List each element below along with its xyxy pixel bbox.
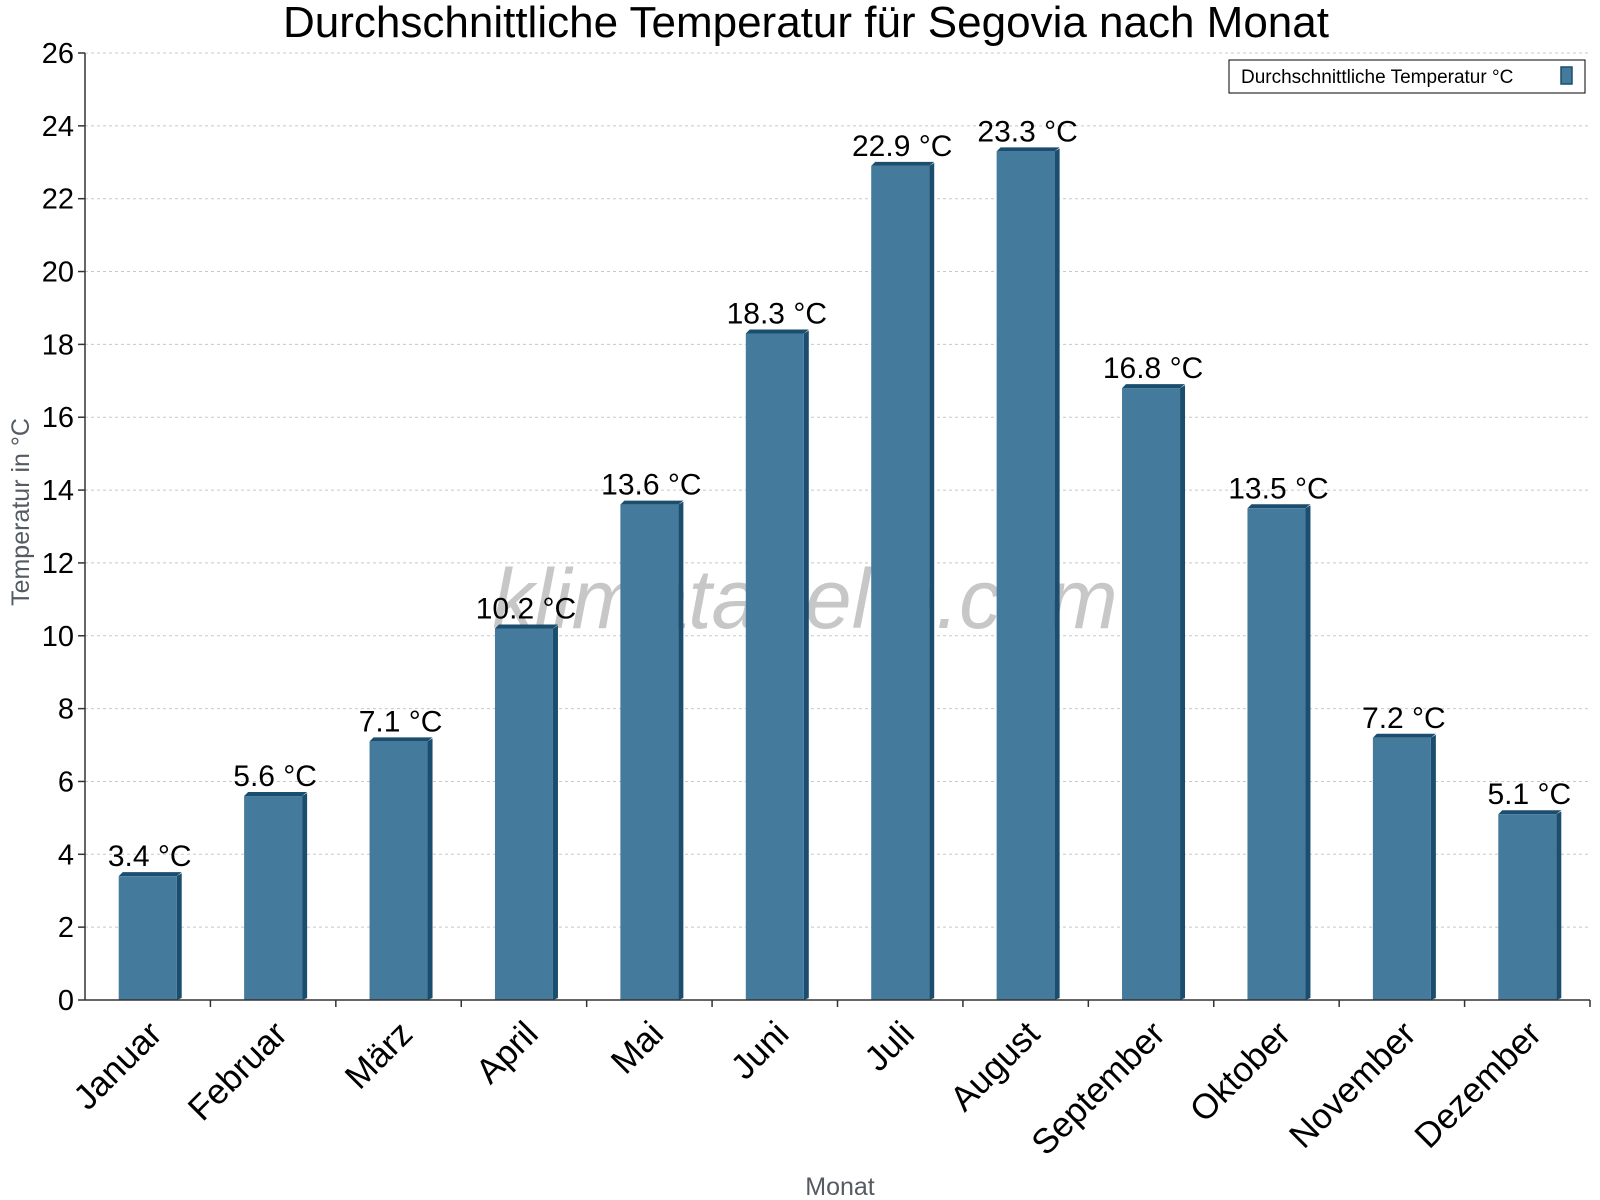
x-tick-label: August	[943, 1014, 1048, 1119]
data-label: 10.2 °C	[476, 592, 576, 625]
x-tick-label: Mai	[604, 1014, 671, 1081]
bar-märz	[369, 737, 433, 1000]
data-label: 22.9 °C	[852, 130, 952, 163]
chart-title: Durchschnittliche Temperatur für Segovia…	[283, 0, 1329, 47]
data-label: 13.6 °C	[601, 469, 701, 502]
bar-front	[871, 165, 930, 1000]
x-tick-label: Juni	[723, 1014, 796, 1087]
bar-side	[552, 625, 558, 1000]
bar-dezember	[1498, 810, 1562, 1000]
bar-januar	[118, 872, 182, 1000]
bar-front	[1372, 737, 1431, 1000]
y-tick-label: 0	[58, 985, 74, 1017]
bar-top	[1498, 810, 1562, 815]
bar-top	[369, 737, 433, 742]
bar-mai	[620, 500, 684, 1000]
bar-top	[996, 147, 1060, 152]
x-axis-title: Monat	[805, 1173, 875, 1200]
data-label: 13.5 °C	[1228, 472, 1328, 505]
y-tick-label: 22	[42, 184, 74, 216]
y-tick-label: 18	[42, 329, 74, 361]
bar-top	[118, 872, 182, 877]
x-tick-label: Juli	[857, 1014, 922, 1079]
bar-side	[678, 501, 684, 1000]
bar-front	[1498, 814, 1557, 1000]
data-label: 3.4 °C	[108, 840, 192, 873]
bar-top	[745, 329, 809, 334]
y-tick-label: 20	[42, 257, 74, 289]
data-label: 18.3 °C	[727, 297, 827, 330]
bar-august	[996, 147, 1060, 1001]
legend-label: Durchschnittliche Temperatur °C	[1241, 67, 1513, 88]
y-tick-label: 14	[42, 475, 74, 507]
bar-front	[996, 151, 1055, 1001]
y-tick-label: 8	[58, 694, 74, 726]
x-tick-label: Oktober	[1183, 1014, 1299, 1130]
gridlines	[85, 52, 1590, 928]
bar-juli	[871, 161, 935, 1000]
y-tick-label: 6	[58, 766, 74, 798]
y-tick-label: 4	[58, 839, 74, 871]
data-label: 7.2 °C	[1362, 702, 1446, 735]
data-label: 7.1 °C	[359, 705, 443, 738]
bar-top	[1247, 504, 1311, 509]
x-tick-label: Februar	[181, 1014, 295, 1128]
data-label: 16.8 °C	[1103, 352, 1203, 385]
data-label: 23.3 °C	[977, 115, 1077, 148]
bar-front	[244, 796, 303, 1000]
bar-top	[1122, 384, 1186, 389]
bar-side	[1180, 385, 1186, 1001]
y-tick-label: 10	[42, 621, 74, 653]
data-label: 5.6 °C	[233, 760, 317, 793]
bar-front	[1122, 388, 1181, 1001]
bar-side	[929, 162, 935, 1000]
data-labels: 3.4 °C 5.6 °C 7.1 °C 10.2 °C 13.6 °C 18.3 °C 2…	[108, 115, 1571, 873]
bar-side	[1430, 734, 1436, 1000]
bar-top	[244, 792, 308, 797]
legend: Durchschnittliche Temperatur °C	[1228, 59, 1586, 94]
bar-front	[745, 333, 804, 1000]
legend-box	[1228, 59, 1586, 94]
bar-side	[302, 793, 308, 1000]
bars	[118, 147, 1562, 1001]
x-tick-label: November	[1282, 1014, 1424, 1156]
bar-front	[620, 504, 679, 1000]
y-tick-label: 24	[42, 111, 74, 143]
bar-juni	[745, 329, 809, 1000]
data-label: 5.1 °C	[1487, 778, 1571, 811]
x-tick-label: März	[338, 1014, 421, 1097]
bar-front	[494, 628, 553, 1000]
bar-side	[803, 330, 809, 1000]
bar-side	[1556, 811, 1562, 1000]
bar-top	[1372, 733, 1436, 738]
bar-november	[1372, 733, 1436, 1000]
bar-front	[1247, 508, 1306, 1000]
x-tick-label: Dezember	[1407, 1014, 1549, 1156]
bar-front	[118, 876, 177, 1000]
bar-side	[176, 873, 182, 1000]
y-tick-label: 12	[42, 548, 74, 580]
x-tick-label: April	[469, 1014, 546, 1091]
bar-september	[1122, 384, 1186, 1001]
legend-swatch	[1560, 66, 1573, 85]
bar-side	[427, 738, 433, 1000]
bar-top	[620, 500, 684, 505]
y-tick-label: 2	[58, 912, 74, 944]
bar-april	[494, 624, 558, 1000]
x-tick-label: September	[1024, 1014, 1173, 1163]
bar-top	[871, 161, 935, 166]
bar-side	[1305, 505, 1311, 1000]
bar-oktober	[1247, 504, 1311, 1000]
bar-front	[369, 741, 428, 1000]
y-axis-title: Temperatur in °C	[7, 418, 35, 606]
y-tick-label: 26	[42, 38, 74, 70]
x-tick-label: Januar	[66, 1014, 169, 1117]
bar-februar	[244, 792, 308, 1000]
bar-side	[1054, 148, 1060, 1001]
y-tick-label: 16	[42, 402, 74, 434]
bar-top	[494, 624, 558, 629]
